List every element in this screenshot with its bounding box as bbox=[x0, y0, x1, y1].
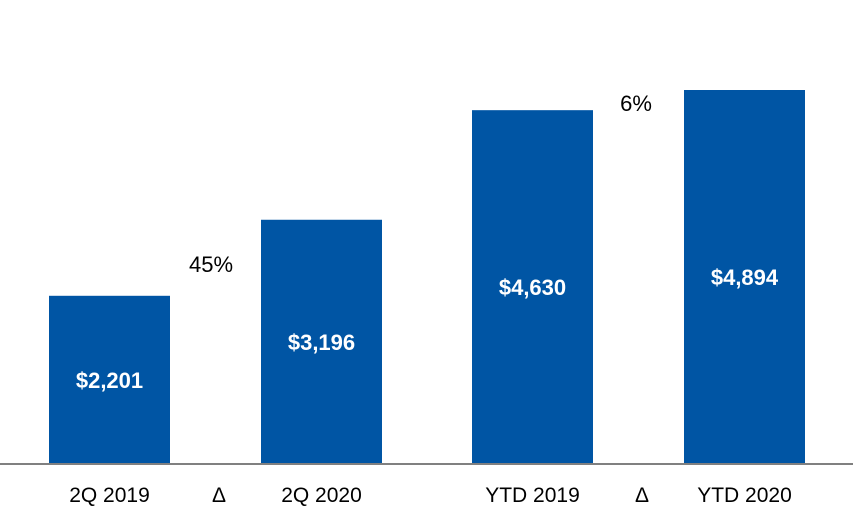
x-tick-label: YTD 2020 bbox=[697, 484, 792, 507]
x-tick-label: 2Q 2020 bbox=[281, 484, 362, 507]
percent-change-label: 6% bbox=[620, 91, 652, 116]
bar-value-label: $4,894 bbox=[711, 265, 779, 290]
bar-value-label: $3,196 bbox=[288, 330, 355, 355]
delta-symbol: Δ bbox=[212, 484, 226, 507]
bar-2q-2019 bbox=[49, 295, 170, 464]
x-tick-label: YTD 2019 bbox=[485, 484, 580, 507]
bar-value-label: $2,201 bbox=[76, 368, 143, 393]
delta-symbol: Δ bbox=[635, 484, 649, 507]
percent-change-label: 45% bbox=[189, 252, 233, 277]
bar-2q-2020 bbox=[261, 219, 382, 464]
bar-ytd-2019 bbox=[472, 110, 593, 464]
bar-ytd-2020 bbox=[684, 90, 805, 464]
x-tick-label: 2Q 2019 bbox=[69, 484, 150, 507]
bar-value-label: $4,630 bbox=[499, 275, 566, 300]
bars-group bbox=[49, 90, 805, 464]
labels-group: $2,201 2Q 2019 $3,196 2Q 2020 $4,630 YTD 2019… bbox=[69, 91, 792, 507]
